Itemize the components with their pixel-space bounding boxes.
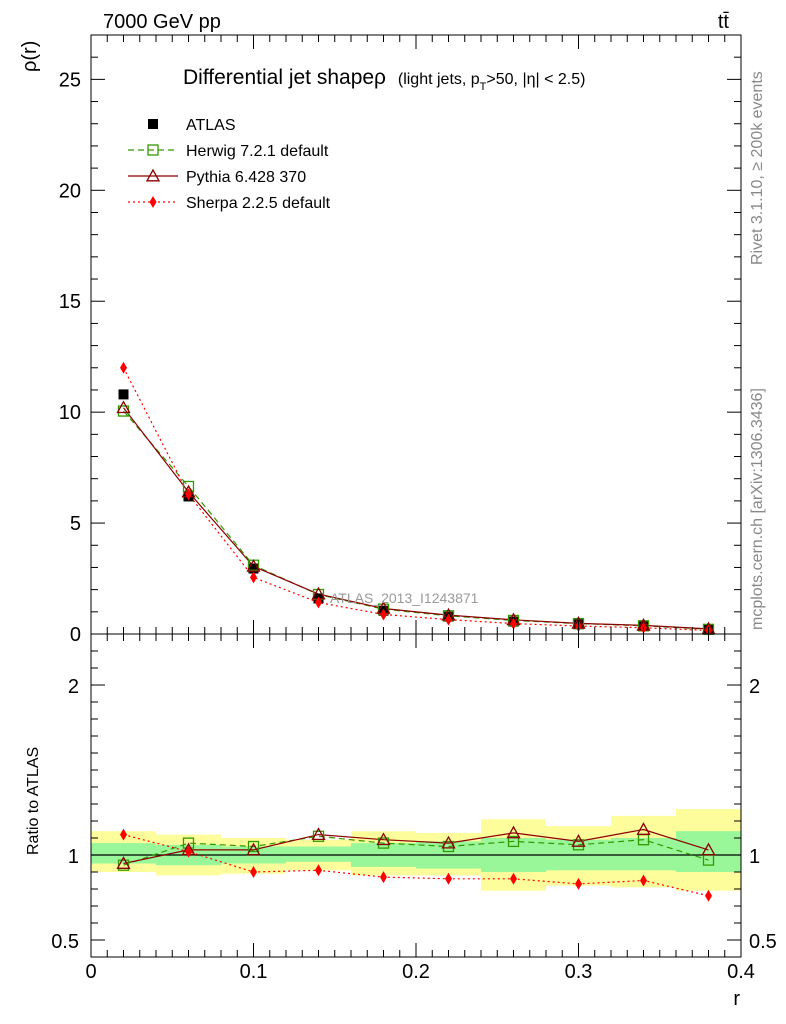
legend-entry-herwig: Herwig 7.2.1 default: [128, 143, 329, 160]
ratio-point-pythia: [506, 825, 521, 839]
xtick-label: 0: [85, 961, 96, 983]
ratio-point-sherpa: [185, 845, 192, 858]
legend-label-atlas: ATLAS: [186, 117, 236, 134]
legend-label-pythia: Pythia 6.428 370: [186, 169, 306, 186]
legend-symbol-atlas: [148, 119, 158, 129]
legend-entry-sherpa: Sherpa 2.2.5 default: [128, 195, 331, 212]
xtick-label: 0.1: [240, 961, 268, 983]
main-point-sherpa: [315, 596, 322, 609]
xlabel: r: [733, 988, 740, 1010]
ratio-point-sherpa: [445, 872, 452, 885]
chart-title-sub-subscript: T: [480, 81, 487, 93]
header-left: 7000 GeV pp: [103, 11, 221, 33]
ratio-point-pythia: [311, 827, 326, 841]
legend-entry-atlas: ATLAS: [148, 117, 236, 134]
ratio-point-sherpa: [510, 872, 517, 885]
ratio-ytick-label: 1: [68, 846, 79, 868]
legend-marker-sherpa: [128, 196, 178, 208]
ratio-series-lines: [123, 828, 709, 897]
ratio-ytick-label-right: 1: [749, 846, 760, 868]
ratio-point-pythia: [571, 834, 586, 847]
ratio-point-sherpa: [705, 889, 712, 902]
legend-marker-atlas: [148, 119, 158, 129]
main-ylabel: ρ(r): [19, 41, 41, 72]
ratio-line-herwig: [123, 835, 709, 866]
ratio-ylabel: Ratio to ATLAS: [25, 747, 42, 855]
ratio-band-stat: [611, 838, 676, 871]
main-point-sherpa: [445, 613, 452, 626]
main-ytick-label: 0: [70, 624, 81, 646]
ratio-point-herwig: [247, 840, 260, 853]
ratio-point-pythia: [246, 842, 261, 856]
main-line-pythia: [123, 407, 709, 630]
main-ytick-label: 20: [59, 180, 81, 202]
ratio-point-pythia: [636, 822, 651, 835]
legend: ATLAS Herwig 7.2.1 default Pythia 6.428 …: [128, 117, 331, 212]
ratio-frame: [90, 633, 742, 958]
main-point-sherpa: [185, 488, 192, 501]
main-point-pythia: [246, 558, 261, 572]
ratio-ytick-label: 0.5: [51, 931, 79, 953]
ratio-ytick-label-right: 2: [749, 676, 760, 698]
ratio-point-sherpa: [315, 864, 322, 877]
ratio-point-sherpa: [640, 874, 647, 887]
ratio-point-pythia: [441, 835, 456, 849]
ratio-series-markers: [116, 822, 716, 902]
chart-title-sub: (light jets, p: [398, 71, 480, 88]
ratio-ytick-label: 2: [68, 676, 79, 698]
main-series-lines: [122, 367, 709, 632]
ratio-ytick-label-right: 0.5: [749, 931, 777, 953]
main-point-atlas: [248, 563, 259, 574]
legend-symbol-herwig: [147, 144, 159, 156]
chart-title-main: Differential jet shapeρ: [183, 66, 386, 89]
ratio-line-pythia: [123, 828, 709, 865]
main-panel-axes: 0 5 10 15 20 25: [59, 34, 742, 646]
chart-title-sub-end: >50, |η| < 2.5): [486, 71, 585, 88]
main-point-sherpa: [380, 608, 387, 621]
ratio-panel-axes: 0.5 0.5 1 1 2 2 0 0.1 0.2 0.3 0.4: [51, 633, 777, 983]
ratio-line-sherpa: [123, 834, 709, 897]
main-point-sherpa: [120, 361, 127, 374]
xtick-label: 0.3: [565, 961, 593, 983]
ratio-point-pythia: [116, 856, 131, 869]
ratio-point-sherpa: [250, 866, 257, 878]
legend-entry-pythia: Pythia 6.428 370: [128, 168, 306, 186]
rivet-label: Rivet 3.1.10, ≥ 200k events: [749, 71, 766, 265]
ratio-point-sherpa: [380, 871, 387, 884]
xtick-label: 0.4: [727, 961, 755, 983]
legend-marker-pythia: [128, 168, 178, 182]
main-line-sherpa: [122, 367, 709, 632]
legend-label-sherpa: Sherpa 2.2.5 default: [186, 195, 331, 212]
main-point-pythia: [116, 400, 131, 414]
ratio-point-sherpa: [575, 877, 582, 890]
legend-label-herwig: Herwig 7.2.1 default: [186, 143, 329, 160]
main-point-sherpa: [250, 571, 257, 584]
legend-symbol-sherpa: [149, 196, 157, 208]
legend-symbol-pythia: [145, 168, 161, 182]
header-right: tt̄: [718, 11, 730, 33]
chart-title: Differential jet shapeρ (light jets, pT>…: [183, 66, 585, 93]
ratio-point-pythia: [701, 842, 716, 856]
mcplots-label: mcplots.cern.ch [arXiv:1306.3436]: [749, 388, 766, 630]
main-ytick-label: 10: [59, 402, 81, 424]
ratio-point-sherpa: [120, 828, 127, 841]
main-point-sherpa: [510, 617, 517, 630]
ratio-point-pythia: [376, 832, 391, 846]
main-ytick-label: 15: [59, 291, 81, 313]
ratio-band-stat: [286, 846, 351, 862]
main-ytick-label: 25: [59, 69, 81, 91]
main-line-herwig: [123, 410, 709, 630]
analysis-watermark: ATLAS_2013_I1243871: [330, 590, 479, 606]
ratio-band-stat: [91, 843, 156, 864]
ratio-point-herwig: [507, 835, 520, 848]
ratio-band-stat: [676, 831, 741, 872]
legend-marker-herwig: [128, 144, 178, 156]
xtick-label: 0.2: [402, 961, 430, 983]
main-point-atlas: [118, 389, 129, 400]
main-ytick-label: 5: [70, 513, 81, 535]
